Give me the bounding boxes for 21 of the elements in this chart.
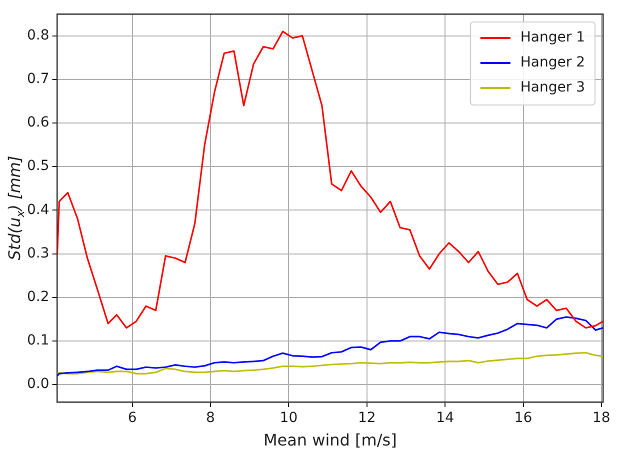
x-tick-label: 6 — [128, 410, 137, 426]
y-tick-label: 0.5 — [27, 158, 50, 174]
y-tick-label: 0.1 — [27, 332, 50, 349]
y-tick-label: 0.8 — [27, 27, 50, 44]
x-axis-title: Mean wind [m/s] — [263, 430, 397, 450]
legend-label: Hanger 3 — [520, 80, 585, 96]
y-tick-label: 0.7 — [27, 71, 50, 88]
y-tick-label: 0.3 — [27, 245, 50, 262]
y-tick-label: 0.6 — [27, 114, 50, 131]
y-tick-label: 0.2 — [27, 289, 50, 306]
x-tick-label: 16 — [514, 410, 532, 426]
x-tick-label: 14 — [436, 410, 454, 426]
x-tick-label: 8 — [206, 410, 215, 426]
legend-label: Hanger 1 — [520, 30, 585, 46]
x-tick-label: 18 — [592, 410, 610, 426]
legend-label: Hanger 2 — [520, 54, 585, 71]
y-tick-label: 0.0 — [27, 376, 50, 392]
x-tick-label: 10 — [280, 410, 298, 426]
y-tick-label: 0.4 — [27, 202, 50, 218]
y-axis-title: Std(ux) [mm] — [5, 156, 27, 260]
x-tick-label: 12 — [358, 410, 376, 426]
